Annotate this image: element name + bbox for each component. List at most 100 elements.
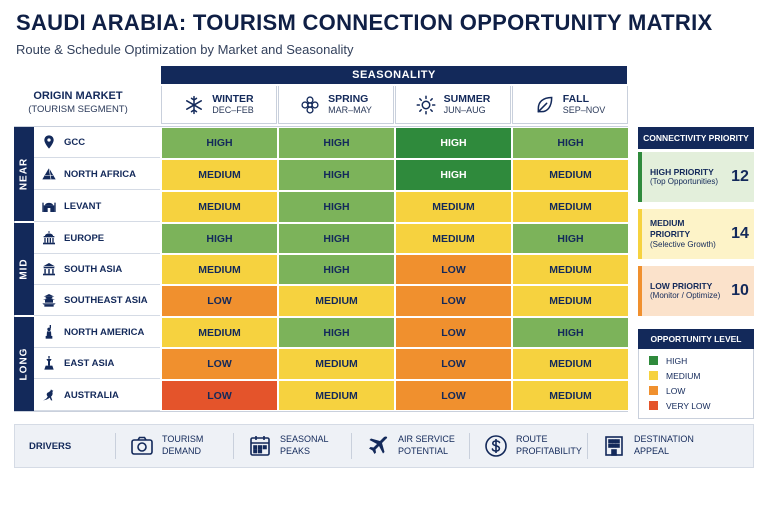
snowflake-icon: [186, 95, 203, 114]
season-name: SPRING: [328, 93, 369, 106]
legend-swatch: [649, 371, 658, 380]
flower-icon: [301, 95, 319, 114]
matrix-cell: MEDIUM: [512, 348, 629, 380]
pagoda-icon: [34, 292, 64, 308]
matrix-cell: LOW: [395, 254, 512, 285]
matrix-cell: MEDIUM: [512, 191, 629, 223]
season-months: DEC–FEB: [212, 105, 254, 116]
priority-label: LOW PRIORITY: [650, 280, 713, 291]
matrix-cell: LOW: [161, 380, 278, 411]
matrix-cell: MEDIUM: [278, 348, 395, 380]
market-row: SOUTHEAST ASIA: [34, 285, 160, 316]
group-long: LONG: [14, 317, 34, 411]
legend-label: LOW: [666, 385, 686, 396]
priority-sub: (Top Opportunities): [650, 177, 719, 187]
season-header-winter: WINTER DEC–FEB: [161, 86, 277, 124]
matrix-cell: LOW: [395, 285, 512, 317]
legend-swatch: [649, 401, 658, 410]
market-label: EAST ASIA: [64, 357, 115, 369]
driver-seasonal-peaks: SEASONAL PEAKS: [233, 433, 351, 459]
market-label: GCC: [64, 136, 86, 148]
matrix-cell: MEDIUM: [395, 191, 512, 223]
matrix-cell: HIGH: [161, 223, 278, 254]
matrix-cell: LOW: [395, 317, 512, 348]
legend-label: HIGH: [666, 355, 688, 366]
matrix-cell: HIGH: [512, 127, 629, 159]
season-months: JUN–AUG: [443, 105, 486, 116]
market-label: SOUTHEAST ASIA: [64, 294, 148, 306]
mosque-icon: [34, 198, 64, 214]
matrix-cell: MEDIUM: [512, 285, 629, 317]
driver-text: ROUTE PROFITABILITY: [516, 434, 582, 456]
matrix-cell: MEDIUM: [512, 380, 629, 411]
matrix-cell: HIGH: [395, 127, 512, 159]
page-title: SAUDI ARABIA: TOURISM CONNECTION OPPORTU…: [16, 10, 713, 35]
tower-icon: [34, 355, 64, 371]
priority-count: 12: [731, 168, 749, 185]
driver-destination-appeal: DESTINATION APPEAL: [587, 433, 705, 459]
market-row: LEVANT: [34, 191, 160, 222]
leaf-icon: [537, 96, 553, 112]
dome-building-icon: [34, 230, 64, 246]
priority-sub: (Selective Growth): [650, 239, 716, 249]
driver-air-service: AIR SERVICE POTENTIAL: [351, 433, 469, 459]
market-label: NORTH AFRICA: [64, 168, 136, 180]
market-row: NORTH AMERICA: [34, 317, 160, 348]
origin-market-header: ORIGIN MARKET (TOURISM SEGMENT): [14, 90, 142, 115]
group-label: NEAR: [18, 157, 30, 191]
matrix-cell: MEDIUM: [161, 317, 278, 348]
season-header-spring: SPRING MAR–MAY: [278, 86, 394, 124]
matrix-cell: HIGH: [278, 317, 395, 348]
market-row: SOUTH ASIA: [34, 254, 160, 285]
priority-sub: (Monitor / Optimize): [650, 291, 721, 301]
drivers-label: DRIVERS: [29, 440, 72, 452]
driver-route-profitability: ROUTE PROFITABILITY: [469, 433, 587, 459]
seasonality-banner: SEASONALITY: [161, 66, 627, 84]
matrix-cell: HIGH: [278, 159, 395, 191]
matrix-cell: HIGH: [278, 127, 395, 159]
statue-of-liberty-icon: [34, 324, 64, 340]
legend-swatch: [649, 356, 658, 365]
matrix-cell: LOW: [161, 285, 278, 317]
priority-count: 14: [731, 225, 749, 242]
legend-swatch: [649, 386, 658, 395]
group-mid: MID: [14, 223, 34, 315]
matrix-cell: HIGH: [278, 191, 395, 223]
market-label: EUROPE: [64, 232, 105, 244]
market-row: NORTH AFRICA: [34, 159, 160, 190]
legend-item: HIGH: [649, 353, 753, 368]
kangaroo-icon: [34, 387, 64, 403]
season-header-summer: SUMMER JUN–AUG: [395, 86, 511, 124]
season-name: SUMMER: [443, 93, 491, 106]
driver-text: AIR SERVICE POTENTIAL: [398, 434, 455, 456]
market-row: AUSTRALIA: [34, 380, 160, 411]
pyramid-icon: [34, 166, 64, 182]
group-label: MID: [18, 258, 30, 280]
opportunity-level-title: OPPORTUNITY LEVEL: [638, 329, 754, 349]
matrix-cell: HIGH: [278, 223, 395, 254]
priority-low: LOW PRIORITY (Monitor / Optimize) 10: [638, 266, 754, 316]
matrix-cell: MEDIUM: [512, 254, 629, 285]
group-near: NEAR: [14, 127, 34, 221]
market-row: EAST ASIA: [34, 348, 160, 379]
building-icon: [605, 436, 623, 456]
origin-market-sublabel: (TOURISM SEGMENT): [28, 104, 128, 115]
page-subtitle: Route & Schedule Optimization by Market …: [16, 42, 354, 57]
dollar-coin-icon: [485, 435, 507, 457]
matrix-cell: MEDIUM: [512, 159, 629, 191]
priority-label: MEDIUM PRIORITY: [650, 218, 691, 239]
market-label: SOUTH ASIA: [64, 263, 123, 275]
matrix-cell: MEDIUM: [161, 191, 278, 223]
matrix-cell: MEDIUM: [161, 159, 278, 191]
matrix-cell: HIGH: [395, 159, 512, 191]
market-label: AUSTRALIA: [64, 389, 119, 401]
matrix-cell: HIGH: [512, 317, 629, 348]
driver-text: SEASONAL PEAKS: [280, 434, 329, 456]
matrix-cell: HIGH: [512, 223, 629, 254]
matrix-cell: MEDIUM: [278, 285, 395, 317]
airplane-icon: [369, 436, 388, 454]
group-label: LONG: [18, 347, 30, 381]
season-name: WINTER: [212, 93, 254, 106]
camera-icon: [131, 436, 153, 455]
matrix-cell: LOW: [395, 380, 512, 411]
